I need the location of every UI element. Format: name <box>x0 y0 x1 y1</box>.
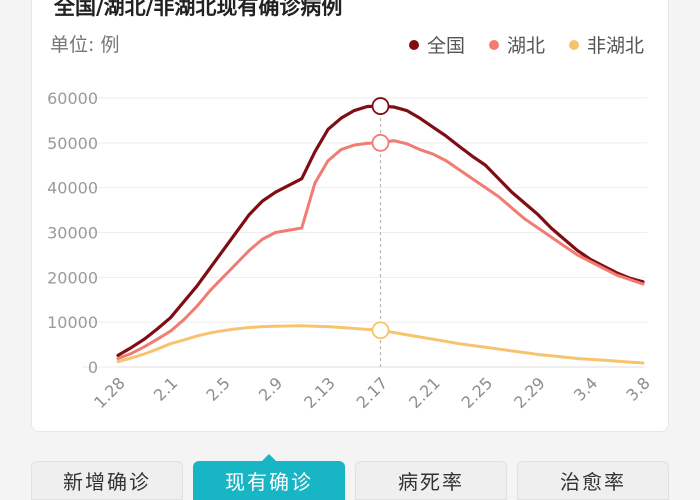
tab-label: 新增确诊 <box>63 470 151 494</box>
y-tick-label: 60000 <box>47 89 98 108</box>
legend-item-non-hubei[interactable]: 非湖北 <box>568 31 644 58</box>
y-tick-label: 30000 <box>47 224 98 243</box>
x-tick-label: 2.17 <box>353 373 392 412</box>
legend-dot-icon <box>408 39 419 50</box>
y-tick-label: 20000 <box>47 268 98 287</box>
x-tick-label: 2.9 <box>255 373 286 404</box>
x-tick-label: 3.4 <box>570 373 601 404</box>
highlight-marker <box>371 321 390 340</box>
highlight-marker <box>371 97 390 115</box>
tab-new-confirmed[interactable]: 新增确诊 <box>31 461 183 500</box>
y-tick-label: 10000 <box>47 313 98 332</box>
tab-current-confirmed[interactable]: 现有确诊 <box>193 461 345 500</box>
x-tick-label: 2.21 <box>405 373 444 412</box>
unit-label: 单位: 例 <box>50 34 120 56</box>
metric-tab-bar: 新增确诊 现有确诊 病死率 治愈率 <box>31 461 669 500</box>
legend-label-national: 全国 <box>426 35 465 57</box>
y-tick-label: 50000 <box>47 134 98 153</box>
x-tick-label: 2.13 <box>300 373 339 412</box>
highlight-marker <box>371 133 390 152</box>
tab-label: 病死率 <box>398 470 464 494</box>
tab-label: 现有确诊 <box>225 470 313 494</box>
tab-label: 治愈率 <box>560 470 626 494</box>
tab-mortality-rate[interactable]: 病死率 <box>355 461 507 500</box>
chart-title: 全国/湖北/非湖北现有确诊病例 <box>54 0 343 19</box>
legend-label-hubei: 湖北 <box>506 35 545 57</box>
x-tick-label: 2.29 <box>510 373 549 412</box>
y-tick-label: 40000 <box>47 179 98 198</box>
legend-dot-icon <box>568 39 579 50</box>
legend-item-hubei[interactable]: 湖北 <box>488 31 545 58</box>
legend-dot-icon <box>488 39 499 50</box>
x-tick-label: 2.1 <box>150 373 181 404</box>
x-tick-label: 1.28 <box>90 373 129 412</box>
x-tick-label: 2.25 <box>458 373 497 412</box>
chart-legend: 全国 湖北 非湖北 <box>408 31 644 58</box>
legend-label-non-hubei: 非湖北 <box>586 35 644 57</box>
y-tick-label: 0 <box>88 358 98 377</box>
legend-item-national[interactable]: 全国 <box>408 31 465 58</box>
tab-cure-rate[interactable]: 治愈率 <box>517 461 669 500</box>
chart-card: 全国/湖北/非湖北现有确诊病例 单位: 例 全国 湖北 非湖北 <box>31 0 669 432</box>
x-tick-label: 3.8 <box>622 373 653 404</box>
x-tick-label: 2.5 <box>202 373 233 404</box>
